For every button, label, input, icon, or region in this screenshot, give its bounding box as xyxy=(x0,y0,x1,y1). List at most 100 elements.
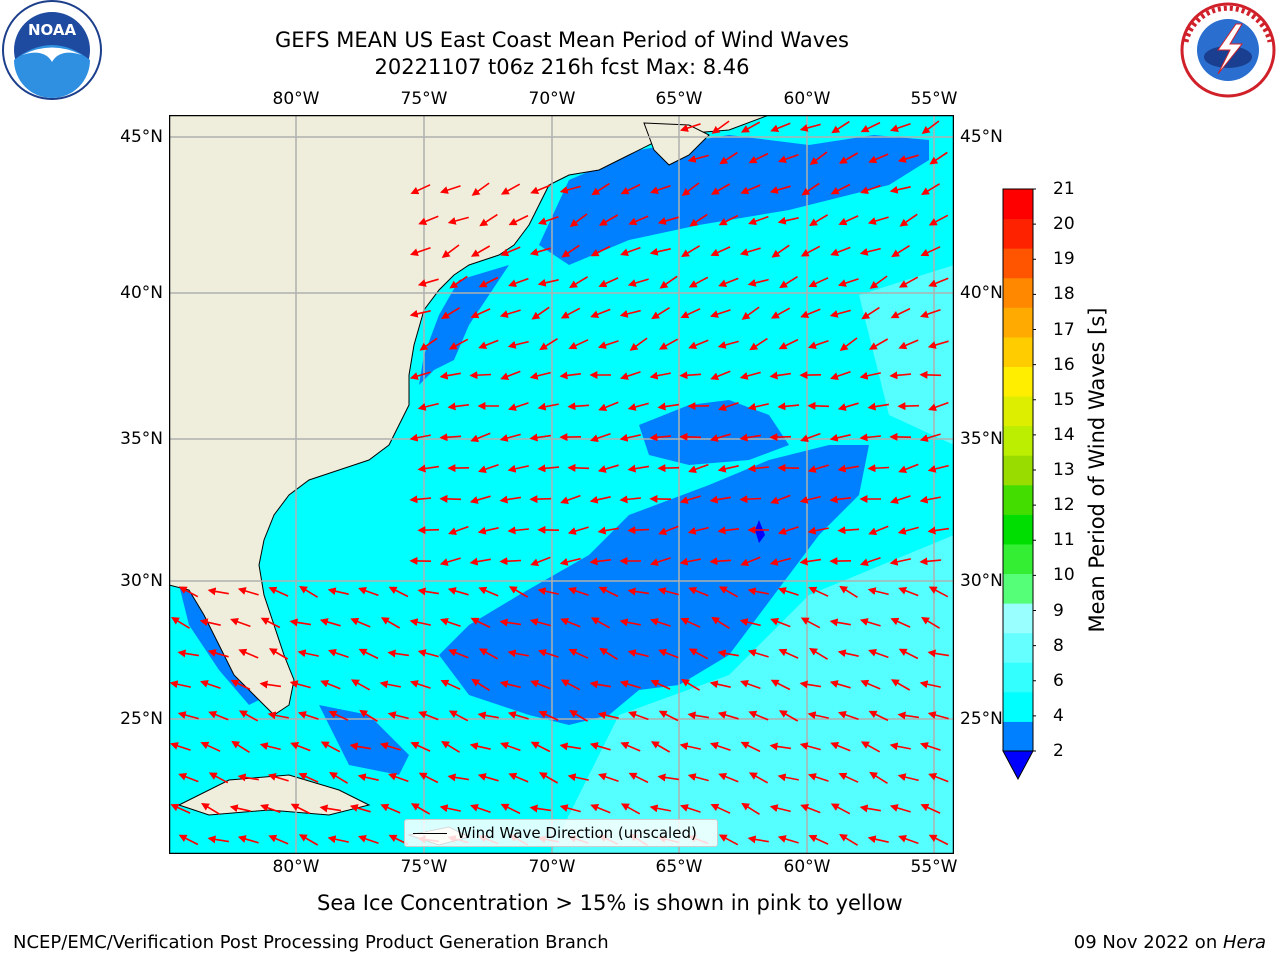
colorbar-tick-label: 9 xyxy=(1053,600,1064,621)
wave-direction-arrow xyxy=(297,649,319,658)
wave-direction-arrow xyxy=(799,123,821,132)
wave-direction-arrow xyxy=(769,804,791,813)
wave-direction-arrow xyxy=(650,679,671,690)
wave-direction-arrow xyxy=(289,680,311,689)
wave-direction-arrow xyxy=(920,803,941,814)
noaa-logo-text: NOAA xyxy=(28,21,77,39)
wave-direction-arrow xyxy=(688,648,709,660)
wave-direction-arrow xyxy=(627,464,650,473)
wave-direction-arrow xyxy=(740,184,761,195)
wave-direction-arrow xyxy=(237,587,259,596)
wave-direction-arrow xyxy=(679,432,702,441)
wave-direction-arrow xyxy=(838,215,859,226)
colorbar-extend-arrow xyxy=(1002,750,1034,781)
wave-direction-arrow xyxy=(868,153,889,164)
wave-direction-arrow xyxy=(537,649,559,658)
wave-direction-arrow xyxy=(598,277,619,288)
colorbar-segment xyxy=(1003,189,1033,220)
wave-direction-arrow xyxy=(559,185,581,194)
wave-direction-arrow xyxy=(439,185,461,194)
colorbar xyxy=(1002,188,1036,781)
wave-direction-arrow xyxy=(717,711,739,720)
lat-tick-right-40n: 40°N xyxy=(960,283,1003,303)
wave-direction-arrow xyxy=(200,741,221,752)
wave-direction-arrow xyxy=(770,307,791,319)
wave-direction-arrow xyxy=(230,618,251,628)
wave-direction-arrow xyxy=(747,464,769,473)
wave-direction-arrow xyxy=(590,617,611,629)
wave-direction-arrow xyxy=(477,463,499,473)
wave-direction-arrow xyxy=(800,432,821,442)
wave-direction-arrow xyxy=(837,711,859,721)
ocean-pale-region-east xyxy=(859,265,954,445)
wave-direction-arrow xyxy=(801,182,820,196)
wind-wave-direction-arrows xyxy=(169,120,950,846)
wave-direction-arrow xyxy=(328,710,349,721)
chart-title: GEFS MEAN US East Coast Mean Period of W… xyxy=(275,28,849,52)
wave-direction-arrow xyxy=(777,153,799,163)
wave-direction-arrow xyxy=(629,337,648,351)
wave-direction-arrow xyxy=(590,245,611,257)
wave-direction-arrow xyxy=(500,183,521,195)
wave-direction-arrow xyxy=(867,587,889,596)
wave-direction-arrow xyxy=(529,804,552,813)
wave-direction-arrow xyxy=(650,741,671,753)
wave-direction-arrow xyxy=(500,370,521,381)
wave-direction-arrow xyxy=(589,495,611,504)
land-nova-scotia xyxy=(643,122,710,166)
wave-direction-arrow xyxy=(717,340,739,349)
wave-direction-arrow xyxy=(471,678,490,691)
wave-direction-arrow xyxy=(779,276,798,289)
wave-direction-arrow xyxy=(658,525,679,536)
wave-direction-arrow xyxy=(409,309,431,318)
wave-direction-arrow xyxy=(898,586,919,597)
wave-direction-arrow xyxy=(859,247,881,256)
wave-direction-arrow xyxy=(418,215,439,226)
wave-direction-arrow xyxy=(649,618,671,627)
wave-direction-arrow xyxy=(718,277,739,288)
wave-direction-arrow xyxy=(469,804,491,814)
wave-direction-arrow xyxy=(807,773,829,782)
wave-direction-arrow xyxy=(718,834,739,846)
wave-direction-arrow xyxy=(507,402,529,411)
lon-tick-top-70w: 70°W xyxy=(528,89,576,109)
lat-tick-left-30n: 30°N xyxy=(120,571,163,591)
wave-direction-arrow xyxy=(470,308,491,319)
wave-direction-arrow xyxy=(770,617,791,628)
wave-direction-arrow xyxy=(529,433,552,442)
wave-direction-arrow xyxy=(419,337,438,351)
wave-direction-arrow xyxy=(898,835,919,845)
wave-direction-arrow xyxy=(559,557,581,566)
wave-direction-arrow xyxy=(867,402,890,411)
wave-direction-arrow xyxy=(268,834,289,845)
lat-tick-right-25n: 25°N xyxy=(960,709,1003,729)
wave-direction-arrow xyxy=(649,247,671,256)
sea-ice-note: Sea Ice Concentration > 15% is shown in … xyxy=(317,891,903,915)
wave-direction-arrow xyxy=(529,371,551,380)
colorbar-segment xyxy=(1003,543,1033,575)
colorbar-label: Mean Period of Wind Waves [s] xyxy=(1085,307,1109,633)
wave-direction-arrow xyxy=(447,587,469,596)
wave-direction-arrow xyxy=(297,711,319,720)
colorbar-tick-label: 13 xyxy=(1053,460,1075,480)
wave-direction-arrow xyxy=(619,495,641,504)
wave-direction-arrow xyxy=(681,678,701,691)
wave-direction-arrow xyxy=(710,183,731,195)
wave-direction-arrow xyxy=(897,154,919,163)
noaa-logo: NOAA xyxy=(2,0,102,100)
wave-direction-arrow xyxy=(777,216,799,225)
wave-direction-arrow xyxy=(657,464,680,473)
wave-direction-arrow xyxy=(740,741,761,753)
wave-direction-arrow xyxy=(359,709,378,722)
wave-direction-arrow xyxy=(260,804,281,814)
wave-direction-arrow xyxy=(417,587,440,596)
wave-direction-arrow xyxy=(329,771,349,784)
colorbar-segment xyxy=(1003,573,1033,604)
wave-direction-arrow xyxy=(529,495,552,504)
wave-direction-arrow xyxy=(268,586,289,597)
wave-direction-arrow xyxy=(539,338,558,351)
wave-direction-arrow xyxy=(171,616,191,629)
wave-direction-arrow xyxy=(440,679,461,690)
wave-direction-arrow xyxy=(687,711,710,720)
wave-direction-arrow xyxy=(898,463,919,474)
